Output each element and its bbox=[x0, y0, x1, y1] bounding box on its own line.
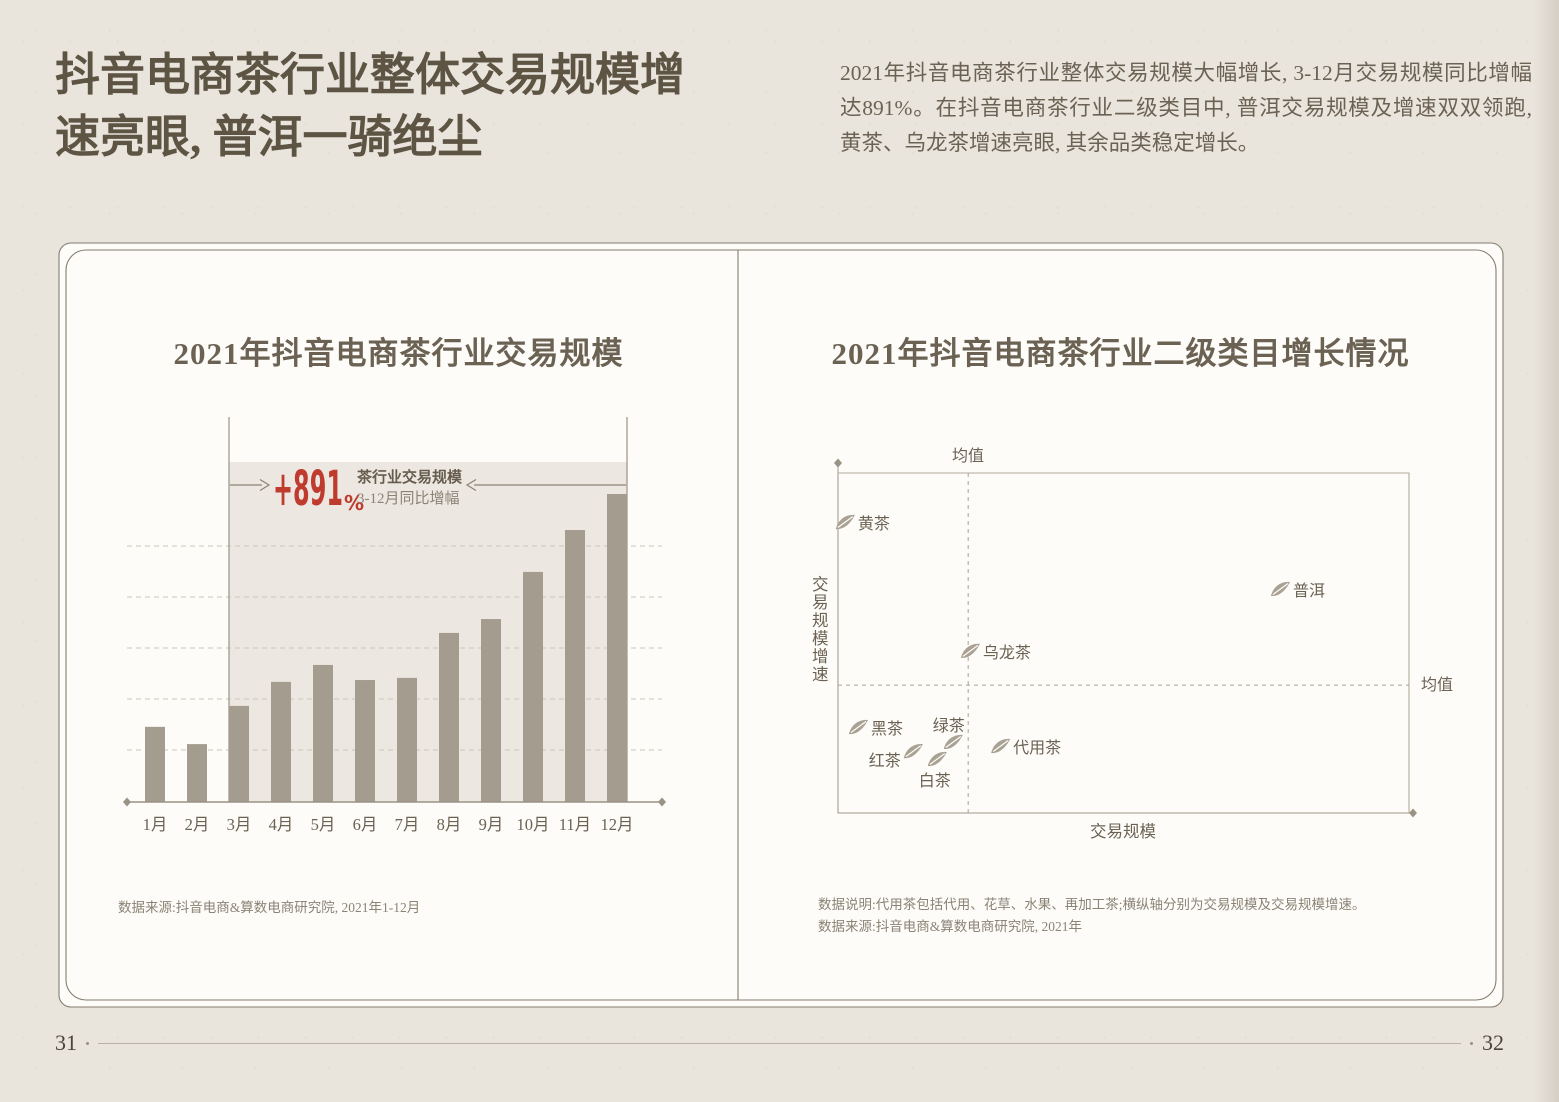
growth-percent-sign: % bbox=[344, 491, 364, 515]
leaf-icon-绿茶 bbox=[943, 734, 963, 750]
point-label-白茶: 白茶 bbox=[919, 772, 951, 790]
leaf-icon-黑茶 bbox=[848, 719, 868, 735]
page-title: 抖音电商茶行业整体交易规模增 速亮眼, 普洱一骑绝尘 bbox=[55, 44, 815, 168]
bar-6月 bbox=[355, 680, 375, 802]
leaf-vein bbox=[905, 745, 922, 758]
bar-chart-plot: 1月 2月 3月 4月 5月 6月 7月 8月 9月 10月 11月 12月 bbox=[123, 417, 666, 834]
leaf-icon-乌龙茶 bbox=[960, 643, 980, 658]
footer-dot-right bbox=[1470, 1041, 1473, 1045]
point-label-黄茶: 黄茶 bbox=[858, 515, 890, 533]
page-number-right: 32 bbox=[1482, 1030, 1504, 1055]
leaf-vein bbox=[962, 644, 979, 657]
bar-2月 bbox=[187, 744, 207, 802]
bar-chart: 1月 2月 3月 4月 5月 6月 7月 8月 9月 10月 11月 12月 +891 % 茶行业交易… bbox=[123, 417, 666, 834]
leaf-icon-代用茶 bbox=[991, 738, 1011, 754]
bar-5月 bbox=[313, 664, 333, 802]
footer-rule bbox=[98, 1042, 1461, 1044]
axis-diamond bbox=[1409, 808, 1417, 818]
x-tick-label: 8月 bbox=[437, 815, 462, 834]
growth-caption-line2: 3-12月同比增幅 bbox=[357, 490, 460, 507]
growth-value: +891 bbox=[273, 461, 343, 517]
bar-3月 bbox=[229, 705, 249, 802]
arrow-left-head bbox=[465, 478, 477, 492]
leaf-icon-白茶 bbox=[927, 751, 947, 767]
highlight-band bbox=[229, 462, 627, 802]
intro-paragraph: 2021年抖音电商茶行业整体交易规模大幅增长, 3-12月交易规模同比增幅达89… bbox=[840, 61, 1532, 155]
plot-box bbox=[837, 472, 1410, 814]
axis-diamond bbox=[123, 797, 131, 807]
page-number-left: 31 bbox=[55, 1030, 77, 1055]
mean-label-top: 均值 bbox=[952, 447, 984, 465]
bar-9月 bbox=[481, 619, 501, 802]
axis-diamond bbox=[658, 797, 666, 807]
x-tick-label: 6月 bbox=[353, 815, 378, 834]
point-label-绿茶: 绿茶 bbox=[933, 717, 965, 735]
page-footer: 31 32 bbox=[55, 1030, 1504, 1056]
x-tick-label: 7月 bbox=[395, 815, 420, 834]
bar-11月 bbox=[565, 530, 585, 802]
axis-diamond bbox=[834, 458, 842, 468]
x-tick-label: 2月 bbox=[185, 815, 210, 834]
x-tick-label: 1月 bbox=[143, 815, 168, 834]
point-label-代用茶: 代用茶 bbox=[1013, 739, 1061, 757]
x-tick-label: 11月 bbox=[559, 815, 591, 834]
bar-7月 bbox=[397, 677, 417, 802]
bar-chart-source: 数据来源:抖音电商&算数电商研究院, 2021年1-12月 bbox=[118, 900, 421, 915]
bar-12月 bbox=[607, 494, 627, 802]
bar-1月 bbox=[145, 726, 165, 802]
x-tick-label: 9月 bbox=[479, 815, 504, 834]
x-tick-label: 12月 bbox=[601, 815, 634, 834]
scatter-chart-notes: 数据说明:代用茶包括代用、花草、水果、再加工茶;横纵轴分别为交易规模及交易规模增… bbox=[818, 894, 1458, 938]
leaf-vein bbox=[945, 735, 962, 748]
scatter-note: 数据说明:代用茶包括代用、花草、水果、再加工茶;横纵轴分别为交易规模及交易规模增… bbox=[818, 897, 1366, 912]
growth-caption-line1: 茶行业交易规模 bbox=[357, 468, 463, 486]
leaf-vein bbox=[850, 721, 867, 733]
x-tick-label: 10月 bbox=[517, 815, 550, 834]
x-tick-label: 3月 bbox=[227, 815, 252, 834]
leaf-vein bbox=[1272, 582, 1289, 595]
point-label-红茶: 红茶 bbox=[869, 752, 901, 770]
arrow-right-head bbox=[259, 478, 271, 492]
leaf-vein bbox=[992, 740, 1009, 753]
x-tick-label: 4月 bbox=[269, 815, 294, 834]
page-title-line1: 抖音电商茶行业整体交易规模增 bbox=[55, 50, 686, 100]
leaf-icon-红茶 bbox=[903, 744, 923, 759]
point-label-普洱: 普洱 bbox=[1293, 582, 1325, 600]
bar-chart-title: 2021年抖音电商茶行业交易规模 bbox=[173, 336, 624, 371]
footer-dot-left bbox=[86, 1041, 89, 1045]
leaf-vein bbox=[837, 515, 854, 528]
point-label-乌龙茶: 乌龙茶 bbox=[983, 644, 1031, 662]
leaf-icon-黄茶 bbox=[835, 514, 855, 530]
point-label-黑茶: 黑茶 bbox=[871, 720, 903, 738]
scatter-yaxis-label: 交易规模增速 bbox=[812, 575, 829, 684]
bar-10月 bbox=[523, 571, 543, 802]
leaf-vein bbox=[929, 752, 946, 765]
page-title-line2: 速亮眼, 普洱一骑绝尘 bbox=[55, 112, 483, 162]
scatter-xaxis-label: 交易规模 bbox=[1090, 822, 1156, 841]
leaf-icon-普洱 bbox=[1270, 581, 1290, 597]
bar-4月 bbox=[271, 681, 291, 802]
scatter-chart-title: 2021年抖音电商茶行业二级类目增长情况 bbox=[831, 336, 1410, 371]
x-tick-label: 5月 bbox=[311, 815, 336, 834]
scatter-source: 数据来源:抖音电商&算数电商研究院, 2021年 bbox=[818, 919, 1083, 934]
bar-8月 bbox=[439, 632, 459, 802]
mean-label-right: 均值 bbox=[1421, 676, 1453, 694]
